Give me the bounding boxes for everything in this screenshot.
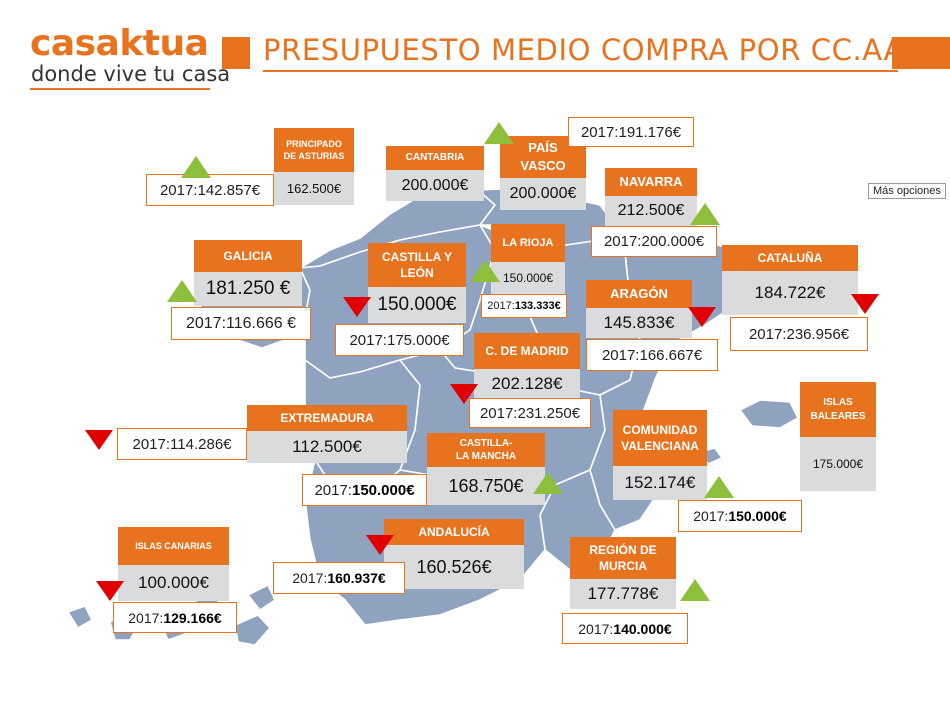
region-prev-pais-vasco: 2017: 191.176€ <box>568 117 694 147</box>
region-name-andalucia: ANDALUCÍA <box>384 519 524 545</box>
region-prev-canarias: 2017: 129.166€ <box>113 602 237 633</box>
region-name-cantabria: CANTABRIA <box>386 146 484 170</box>
title-accent-left <box>222 37 250 69</box>
triangle-up-green-icon <box>181 156 211 178</box>
region-prev-madrid: 2017: 231.250€ <box>469 398 591 428</box>
region-name-madrid: C. DE MADRID <box>474 333 580 369</box>
region-name-castilla-leon: CASTILLA Y LEÓN <box>368 243 466 287</box>
triangle-up-green-icon <box>680 579 710 601</box>
region-name-cataluna: CATALUÑA <box>722 245 858 271</box>
region-value-la-rioja: 150.000€ <box>491 262 565 294</box>
brand-tagline: donde vive tu casa <box>31 62 231 86</box>
region-prev-extremadura: 2017: 114.286€ <box>117 428 247 460</box>
region-value-pais-vasco: 200.000€ <box>500 178 586 210</box>
region-value-asturias: 162.500€ <box>274 172 354 205</box>
title-accent-right <box>892 37 950 69</box>
title-underline <box>263 70 898 72</box>
region-name-asturias: PRINCIPADO DE ASTURIAS <box>274 128 354 172</box>
region-value-andalucia: 160.526€ <box>384 545 524 589</box>
region-prev-navarra: 2017: 200.000€ <box>591 226 717 257</box>
region-name-pais-vasco: PAÍS VASCO <box>500 136 586 178</box>
region-value-extremadura: 112.500€ <box>247 431 407 463</box>
triangle-up-green-icon <box>690 203 720 225</box>
region-name-murcia: REGIÓN DE MURCIA <box>570 537 676 579</box>
region-value-valenciana: 152.174€ <box>613 466 707 500</box>
triangle-down-red-icon <box>343 297 371 317</box>
map-region-baleares <box>739 399 799 429</box>
more-options-button[interactable]: Más opciones <box>868 183 946 199</box>
region-prev-castilla-la-mancha: 2017: 150.000€ <box>302 474 427 506</box>
region-prev-murcia: 2017: 140.000€ <box>562 613 688 644</box>
triangle-down-red-icon <box>851 294 879 314</box>
region-name-la-rioja: LA RIOJA <box>491 224 565 262</box>
region-name-galicia: GALICIA <box>194 240 302 272</box>
region-value-castilla-la-mancha: 168.750€ <box>427 467 545 505</box>
region-prev-la-rioja: 2017: 133.333€ <box>481 294 567 318</box>
region-value-murcia: 177.778€ <box>570 579 676 609</box>
brand-logo: casaktua <box>30 23 209 64</box>
region-name-extremadura: EXTREMADURA <box>247 405 407 431</box>
triangle-up-green-icon <box>533 472 563 494</box>
triangle-up-green-icon <box>167 280 197 302</box>
triangle-up-green-icon <box>704 476 734 498</box>
region-prev-andalucia: 2017: 160.937€ <box>273 562 405 594</box>
map-region-canarias <box>67 605 93 629</box>
region-name-castilla-la-mancha: CASTILLA- LA MANCHA <box>427 433 545 467</box>
page-title: PRESUPUESTO MEDIO COMPRA POR CC.AA. <box>263 33 914 67</box>
region-value-cantabria: 200.000€ <box>386 170 484 201</box>
region-name-aragon: ARAGÓN <box>586 280 692 308</box>
region-prev-aragon: 2017: 166.667€ <box>586 339 718 371</box>
region-name-navarra: NAVARRA <box>605 168 697 196</box>
region-value-navarra: 212.500€ <box>605 196 697 226</box>
region-prev-valenciana: 2017: 150.000€ <box>678 500 802 532</box>
region-value-castilla-leon: 150.000€ <box>368 287 466 323</box>
region-value-madrid: 202.128€ <box>474 369 580 399</box>
region-prev-asturias: 2017: 142.857€ <box>146 174 274 206</box>
region-name-baleares: ISLAS BALEARES <box>800 382 876 437</box>
triangle-down-red-icon <box>688 307 716 327</box>
region-value-cataluna: 184.722€ <box>722 271 858 315</box>
region-name-valenciana: COMUNIDAD VALENCIANA <box>613 410 707 466</box>
triangle-up-green-icon <box>484 122 514 144</box>
region-prev-castilla-leon: 2017: 175.000€ <box>335 324 464 356</box>
triangle-down-red-icon <box>85 430 113 450</box>
triangle-down-red-icon <box>450 384 478 404</box>
logo-underline <box>30 88 210 90</box>
region-name-canarias: ISLAS CANARIAS <box>118 527 229 565</box>
region-prev-galicia: 2017: 116.666 € <box>171 307 311 340</box>
region-value-baleares: 175.000€ <box>800 437 876 491</box>
region-value-aragon: 145.833€ <box>586 308 692 338</box>
region-value-galicia: 181.250 € <box>194 272 302 306</box>
region-value-canarias: 100.000€ <box>118 565 229 601</box>
region-prev-cataluna: 2017: 236.956€ <box>730 317 868 351</box>
triangle-down-red-icon <box>366 535 394 555</box>
triangle-down-red-icon <box>96 581 124 601</box>
triangle-up-green-icon <box>470 260 500 282</box>
